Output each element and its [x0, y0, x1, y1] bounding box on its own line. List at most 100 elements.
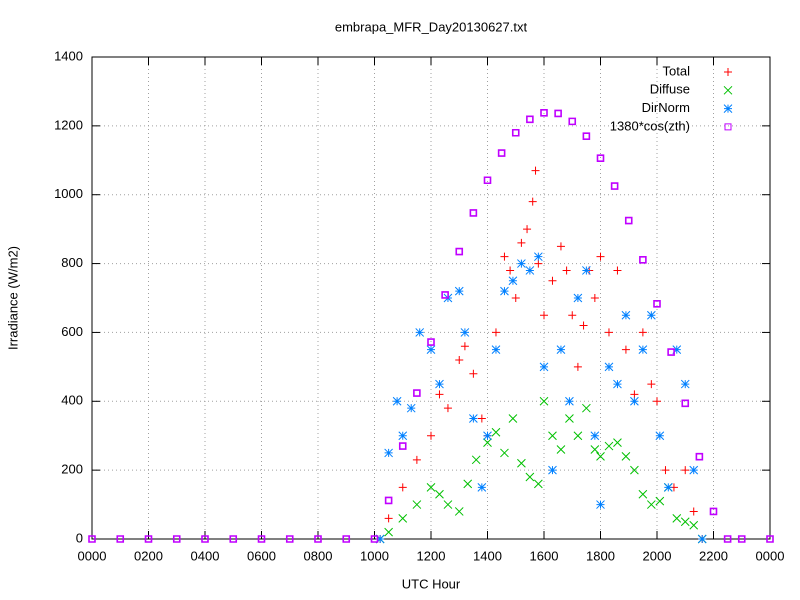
point [638, 345, 648, 354]
point [590, 445, 600, 454]
point [590, 431, 600, 441]
point [556, 445, 566, 454]
x-tick-label: 1200 [417, 548, 446, 563]
point [285, 535, 294, 543]
point [548, 276, 557, 285]
point [398, 431, 408, 441]
point [680, 379, 690, 389]
point [613, 266, 622, 275]
point [435, 489, 444, 499]
point [672, 345, 682, 354]
point [441, 291, 449, 299]
point [689, 507, 698, 516]
point [565, 414, 574, 423]
point [556, 345, 566, 354]
point [604, 441, 614, 451]
x-tick-label: 1400 [473, 548, 502, 563]
point [469, 209, 478, 217]
point [613, 379, 622, 389]
point [497, 149, 506, 157]
legend-label: DirNorm [642, 100, 690, 115]
legend-marker [723, 85, 733, 95]
x-tick-label: 0800 [304, 548, 333, 563]
point [565, 396, 574, 406]
point [517, 238, 526, 247]
x-tick-label: 0400 [191, 548, 220, 563]
point [661, 466, 670, 475]
point [144, 535, 153, 543]
point [443, 404, 452, 413]
point [413, 389, 421, 397]
point [568, 117, 577, 126]
point [506, 266, 515, 275]
point [533, 252, 543, 262]
point [539, 396, 549, 406]
point [500, 286, 509, 296]
point [681, 399, 690, 408]
point [517, 259, 526, 268]
point [435, 390, 444, 399]
point [672, 513, 682, 523]
point [596, 500, 605, 509]
point [573, 293, 583, 303]
x-tick-label: 1000 [360, 548, 389, 563]
point [460, 328, 470, 337]
point [427, 431, 435, 440]
point [646, 500, 656, 509]
point [613, 438, 622, 447]
point [412, 455, 421, 464]
point [573, 431, 583, 441]
point [483, 176, 492, 185]
point [491, 328, 500, 337]
point [531, 166, 540, 175]
point [528, 197, 537, 206]
point [526, 115, 534, 124]
point [471, 455, 481, 465]
point [562, 266, 571, 275]
x-tick-label: 1800 [586, 548, 615, 563]
point [342, 535, 351, 543]
point [709, 507, 718, 516]
point [604, 328, 613, 337]
point [554, 109, 562, 118]
point [590, 294, 599, 302]
point [639, 255, 647, 264]
point [384, 448, 393, 458]
point [723, 535, 732, 543]
point [491, 427, 501, 437]
point [646, 310, 656, 320]
point [483, 438, 492, 447]
point [681, 466, 690, 475]
point [525, 266, 535, 275]
point [491, 345, 501, 354]
point [477, 483, 487, 492]
y-tick-label: 1000 [54, 186, 83, 201]
point [766, 535, 774, 543]
point [663, 483, 673, 492]
point [426, 483, 436, 492]
point [455, 355, 464, 364]
point [604, 362, 614, 372]
point [533, 479, 543, 489]
point [680, 517, 690, 527]
point [667, 348, 675, 356]
point [655, 496, 665, 506]
x-axis-label: UTC Hour [402, 576, 461, 591]
point [638, 328, 647, 337]
y-tick-label: 200 [61, 462, 83, 477]
y-axis-label: Irradiance (W/m2) [5, 246, 20, 350]
point [540, 108, 548, 117]
legend-marker [723, 104, 733, 113]
point [463, 479, 473, 489]
point [508, 414, 518, 423]
point [548, 431, 557, 441]
point [596, 154, 605, 163]
point [638, 489, 648, 499]
point [88, 535, 96, 543]
point [392, 396, 402, 406]
point [384, 527, 393, 537]
y-tick-label: 1400 [54, 48, 83, 63]
point [540, 311, 548, 320]
